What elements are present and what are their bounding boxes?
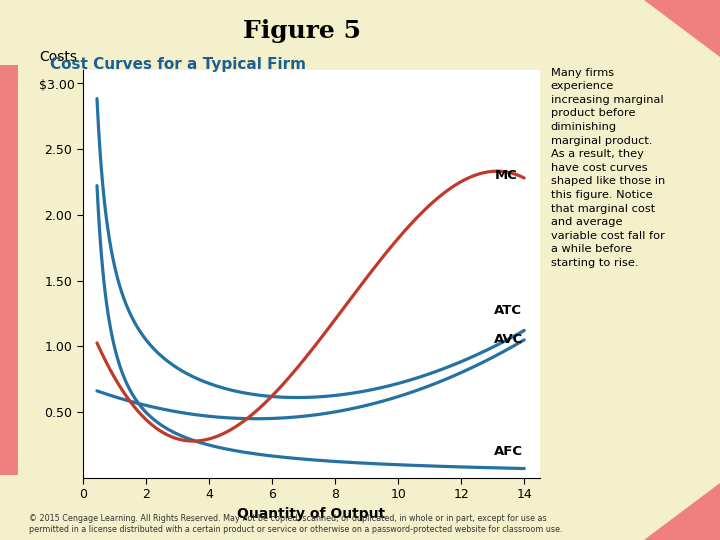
Text: ATC: ATC — [495, 305, 522, 318]
Text: © 2015 Cengage Learning. All Rights Reserved. May not be copied, scanned, or dup: © 2015 Cengage Learning. All Rights Rese… — [29, 514, 562, 534]
X-axis label: Quantity of Output: Quantity of Output — [238, 507, 385, 521]
Text: MC: MC — [495, 169, 517, 182]
Text: AVC: AVC — [495, 333, 523, 346]
Text: 25: 25 — [680, 523, 695, 534]
Text: Cost Curves for a Typical Firm: Cost Curves for a Typical Firm — [50, 57, 307, 72]
Text: Many firms
experience
increasing marginal
product before
diminishing
marginal pr: Many firms experience increasing margina… — [551, 68, 665, 268]
Text: AFC: AFC — [495, 445, 523, 458]
Text: Costs: Costs — [40, 50, 77, 64]
Text: $3.00: $3.00 — [40, 79, 76, 92]
Text: Figure 5: Figure 5 — [243, 19, 361, 43]
